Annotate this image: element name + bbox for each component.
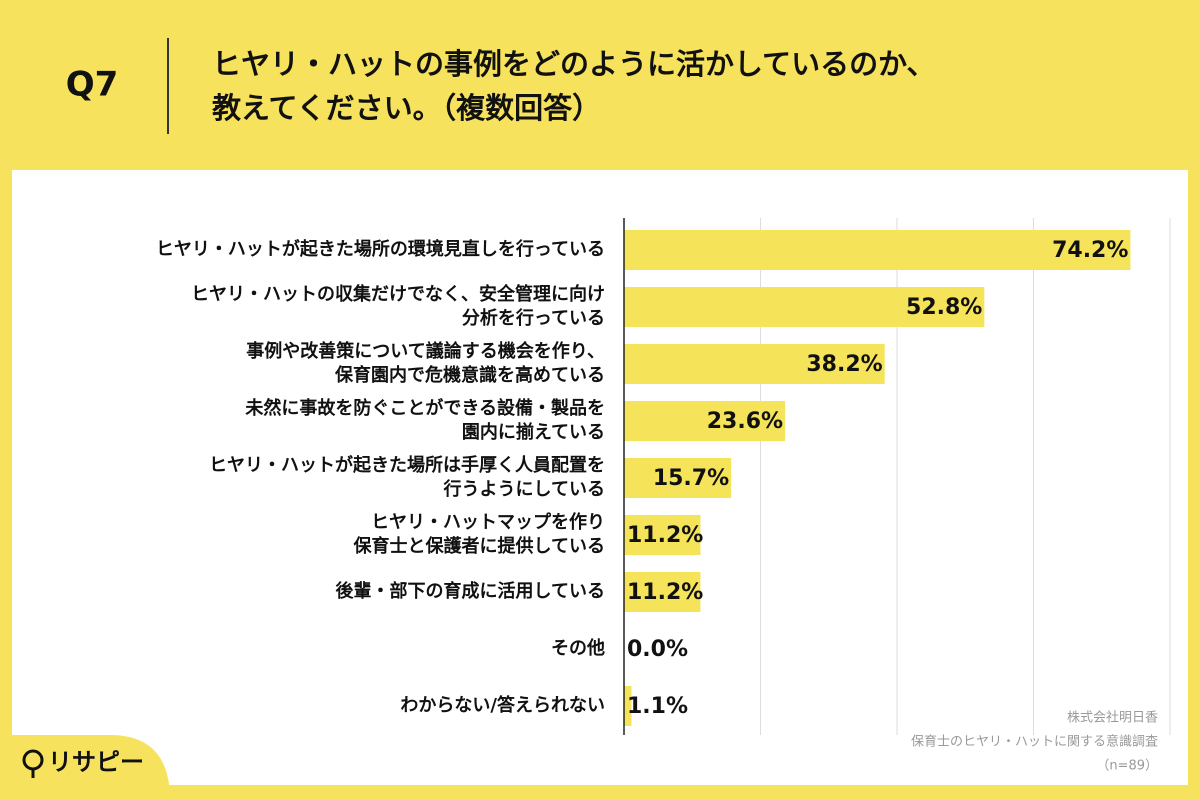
logo-text: リサピー <box>48 748 144 776</box>
category-label: 事例や改善策について議論する機会を作り、保育園内で危機意識を高めている <box>246 340 605 386</box>
category-label: ヒヤリ・ハットマップを作り保育士と保護者に提供している <box>353 511 605 557</box>
value-label: 11.2% <box>627 580 703 605</box>
value-label: 23.6% <box>707 409 783 434</box>
question-number: Q7 <box>66 65 119 105</box>
bar <box>624 230 1131 270</box>
source-note: 保育士のヒヤリ・ハットに関する意識調査 <box>911 734 1158 750</box>
category-label: ヒヤリ・ハットの収集だけでなく、安全管理に向け分析を行っている <box>191 283 605 329</box>
bar <box>624 344 885 384</box>
value-label: 1.1% <box>627 694 688 719</box>
category-label: 未然に事故を防ぐことができる設備・製品を園内に揃えている <box>245 397 605 443</box>
bar <box>624 686 632 726</box>
value-label: 38.2% <box>806 352 882 377</box>
category-label: 後輩・部下の育成に活用している <box>336 580 605 602</box>
value-label: 15.7% <box>653 466 729 491</box>
source-note: （n=89） <box>1096 759 1158 774</box>
value-label: 52.8% <box>906 295 982 320</box>
value-label: 11.2% <box>627 523 703 548</box>
category-label: ヒヤリ・ハットが起きた場所は手厚く人員配置を行うようにしている <box>209 454 605 500</box>
source-note: 株式会社明日香 <box>1067 710 1158 726</box>
category-label: その他 <box>551 637 605 659</box>
bar <box>624 572 701 612</box>
bar <box>624 458 732 498</box>
chart-title: ヒヤリ・ハットの事例をどのように活かしているのか、教えてください。（複数回答） <box>212 47 936 125</box>
logo-bg <box>0 735 170 800</box>
bar <box>624 401 786 441</box>
value-label: 0.0% <box>627 637 688 662</box>
bar <box>624 287 985 327</box>
value-label: 74.2% <box>1052 238 1128 263</box>
logo: リサピー <box>0 735 170 800</box>
category-label: ヒヤリ・ハットが起きた場所の環境見直しを行っている <box>156 238 605 260</box>
panel <box>12 170 1188 785</box>
category-label: わからない/答えられない <box>400 694 605 716</box>
bar <box>624 515 701 555</box>
